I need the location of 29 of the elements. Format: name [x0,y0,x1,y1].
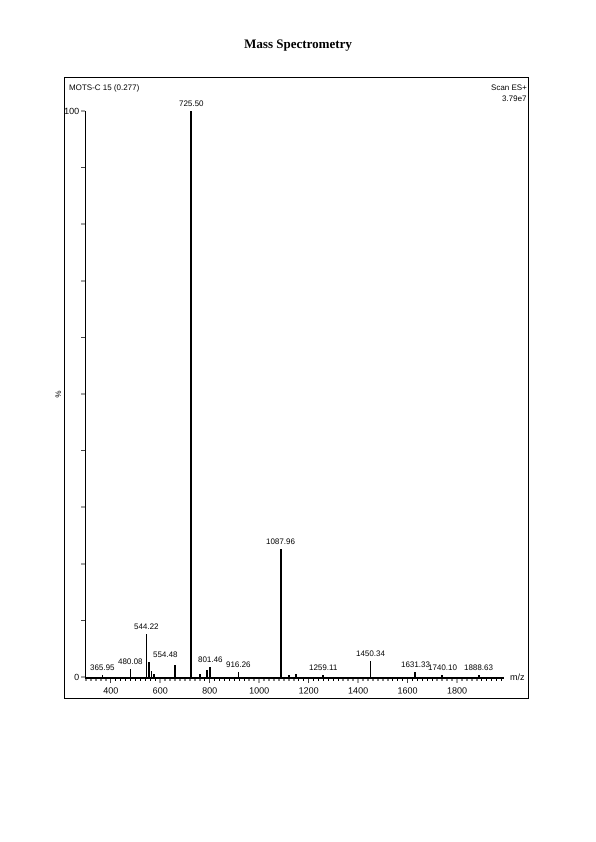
annotation: 1087.96 [266,537,296,546]
x-tick-label: 1200 [298,686,319,696]
x-axis-title: m/z [510,672,525,682]
annotation: 916.26 [226,660,252,669]
text: Scan ES+ [491,83,528,92]
annotation: 801.46 [198,655,224,664]
text: 3.79e7 [502,94,528,103]
annotation: 554.48 [153,650,178,659]
x-tick-label: 400 [103,686,118,696]
text: MOTS-C 15 (0.277) [69,83,140,92]
annotation: 1740.10 [428,663,458,672]
y-tick-label: 0 [74,672,80,682]
y-axis-title: % [54,390,63,398]
annotation: 1450.34 [356,649,386,658]
annotation: 725.50 [179,99,204,108]
x-tick-label: 1400 [348,686,368,696]
x-tick-label: 600 [152,686,168,696]
annotation: 480.08 [118,657,144,666]
annotation: 1631.33 [401,660,430,669]
annotation: 365.95 [90,663,116,672]
chart-title: Mass Spectrometry [243,36,353,52]
x-tick-label: 1000 [249,686,270,696]
annotation: 1259.11 [309,663,338,672]
annotation: 1888.63 [464,663,494,672]
x-tick-label: 800 [202,686,218,696]
x-tick-label: 1800 [446,686,468,696]
x-tick-label: 1600 [398,686,418,696]
annotation: 544.22 [134,622,160,631]
y-tick-label: 100 [64,106,80,116]
